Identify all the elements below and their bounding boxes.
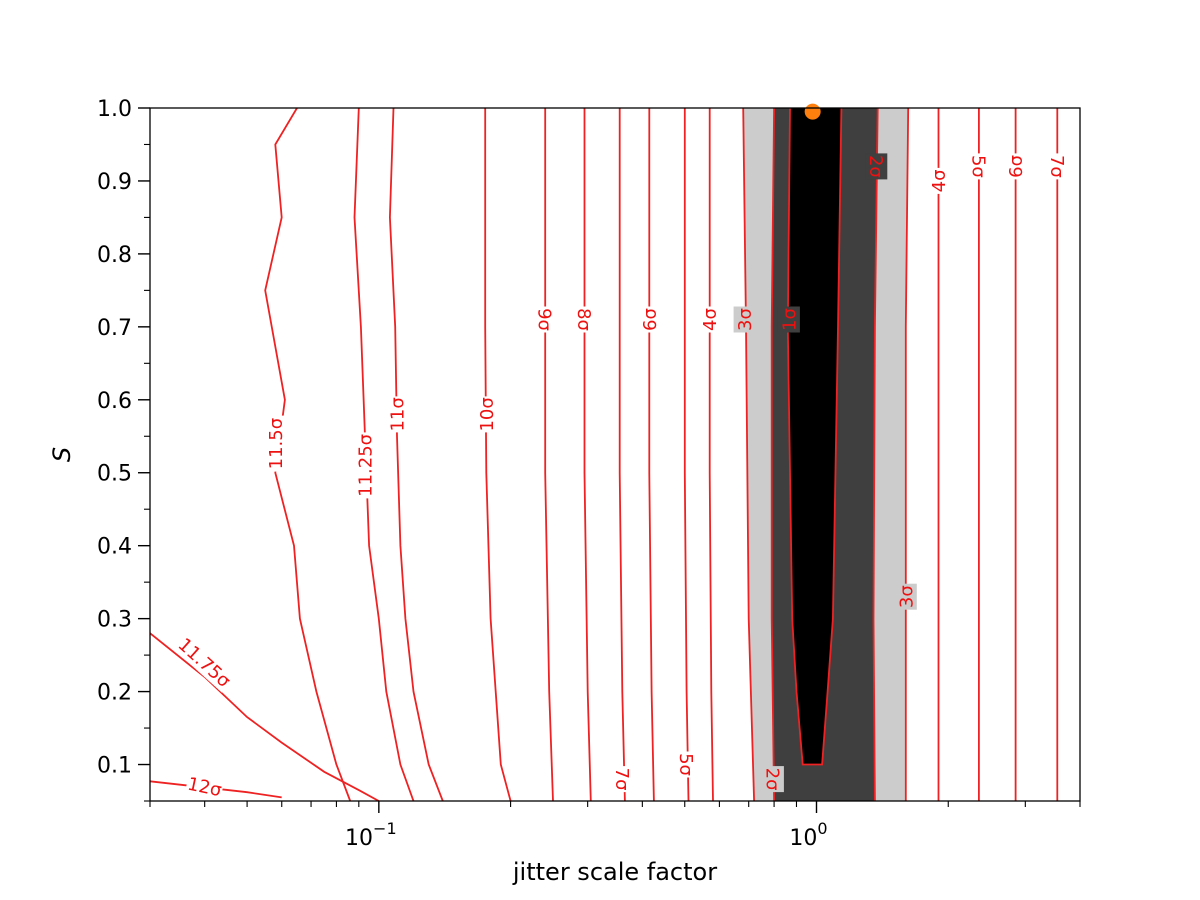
y-tick-label: 0.4 [97,535,132,560]
contour-line [770,108,775,801]
contour-line [708,108,714,801]
confidence-regions [743,108,909,801]
contour-label: 11.75σ [174,634,235,692]
y-tick-label: 1.0 [97,97,132,122]
contour-line [648,108,655,801]
contour-line [872,108,879,801]
contour-line [618,108,626,801]
x-tick-label: 100 [789,819,827,851]
plot-frame [149,107,1081,802]
contour-label: 1σ [779,308,800,331]
y-tick-label: 0.6 [97,389,132,414]
contour-line [264,108,352,801]
contour-labels: 12σ 11.75σ 11.5σ 11.25σ 11σ 10σ 9σ 8σ 7σ 6σ 5σ 4σ 3σ… [172,153,1069,802]
contour-label: 10σ [477,397,498,431]
contour-lines [150,108,1059,801]
contour-line [353,108,415,801]
contour-label: 11σ [388,397,409,431]
y-tick-label: 0.9 [97,170,132,195]
contour-line [388,108,444,801]
contour-line [484,108,512,801]
contour-label: 4σ [929,169,950,192]
contour-label: 3σ [896,585,917,608]
contour-label: 7σ [1046,155,1067,178]
contour-label: 11.5σ [266,418,287,470]
confidence-region-3 [787,108,842,765]
contour-label: 6σ [640,308,661,331]
contour-label: 12σ [186,774,224,802]
y-tick-label: 0.8 [97,243,132,268]
contour-line [583,108,592,801]
contour-line [786,108,843,766]
y-tick-label: 0.5 [97,462,132,487]
contour-line [544,108,554,801]
contour-label: 4σ [700,308,721,331]
contour-line [904,108,910,801]
y-tick-label: 0.7 [97,316,132,341]
best-fit-marker [804,103,821,120]
contour-label: 5σ [675,753,696,776]
y-tick-label: 0.2 [97,681,132,706]
contour-line [150,780,282,799]
x-axis-label: jitter scale factor [512,858,717,886]
y-tick-label: 0.3 [97,608,132,633]
y-axis-label: S [48,447,76,462]
best-fit-point [804,103,821,120]
x-tick-label: 10−1 [345,819,397,851]
contour-label: 11.25σ [356,434,377,497]
contour-label: 3σ [735,308,756,331]
contour-label: 6σ [1006,155,1027,178]
contour-label: 2σ [865,155,886,178]
x-axis-ticks: 10−1 100 [149,801,1081,851]
contour-label: 8σ [573,308,594,331]
contour-line [742,108,755,801]
contour-line [683,108,690,801]
contour-label: 7σ [611,768,632,791]
contour-label: 2σ [761,768,782,791]
contour-label: 5σ [967,155,988,178]
y-tick-label: 0.1 [97,754,132,779]
y-axis-ticks: 0.1 0.2 0.3 0.4 0.5 0.6 0.7 0.8 0.9 1.0 [97,97,150,802]
contour-label: 9σ [534,308,555,331]
